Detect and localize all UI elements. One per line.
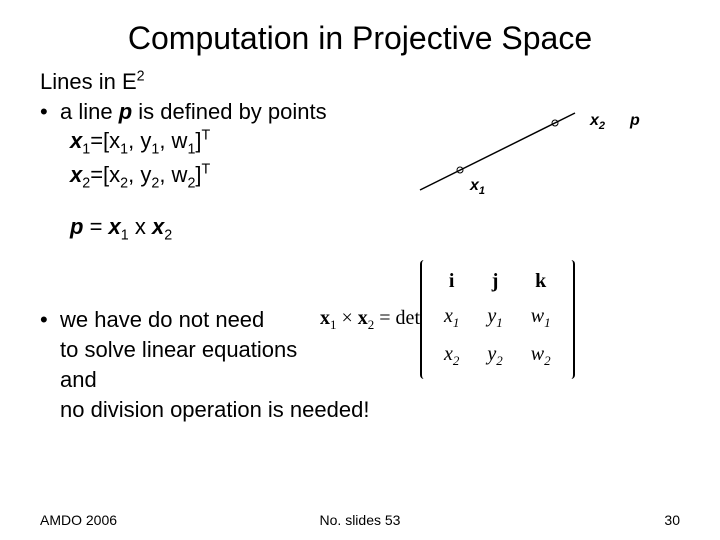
line-heading: Lines in E2 [40,67,690,97]
text: is defined by points [132,99,326,124]
matrix-table: i j k x1 y1 w1 x2 y2 w2 [430,264,565,375]
var-x: x [109,214,121,239]
determinant-formula: x1 × x2 = det i j k x1 y1 w1 x2 y2 w2 [320,260,575,379]
footer-center: No. slides 53 [253,512,466,528]
bullet-marker: • [40,305,60,424]
matrix-bracket: i j k x1 y1 w1 x2 y2 w2 [420,260,575,379]
label-p: p [629,112,640,129]
matrix-cell: x2 [430,337,473,375]
text: =[x [90,128,120,153]
var-x: x [70,128,82,153]
matrix-cell: x1 [430,299,473,337]
slide-footer: AMDO 2006 No. slides 53 30 [0,512,720,528]
sub: 2 [82,175,90,191]
var-x: x [70,162,82,187]
matrix-cell: w1 [517,299,565,337]
sub: 1 [82,142,90,158]
text: , y [128,162,151,187]
label-x2: x2 [589,112,605,132]
footer-left: AMDO 2006 [40,512,253,528]
sub: 2 [120,175,128,191]
var-p: p [119,99,132,124]
lhs: x1 × x2 = det [320,307,420,333]
text: , w [159,162,187,187]
text: , y [128,128,151,153]
sub: 2 [164,227,172,243]
matrix-cell: y2 [473,337,516,375]
text: a line [60,99,119,124]
text: , w [159,128,187,153]
footer-page-number: 30 [467,512,680,528]
text: = [83,214,108,239]
bullet-marker: • [40,97,60,127]
matrix-header: i [430,264,473,299]
superscript: 2 [137,69,145,85]
var-p: p [70,214,83,239]
slide-title: Computation in Projective Space [0,0,720,67]
bullet-text: a line p is defined by points [60,97,327,127]
label-x1: x1 [469,177,485,197]
text: x [129,214,152,239]
cross-product-eq: p = x1 x x2 [40,212,690,246]
matrix-header: j [473,264,516,299]
text: =[x [90,162,120,187]
sub: 1 [121,227,129,243]
line-diagram: x1 x2 p [400,105,680,215]
matrix-cell: y1 [473,299,516,337]
sup: T [202,128,211,144]
sup: T [202,162,211,178]
matrix-cell: w2 [517,337,565,375]
text: Lines in E [40,69,137,94]
var-x: x [152,214,164,239]
diagram-line [420,113,575,190]
sub: 1 [120,142,128,158]
matrix-header: k [517,264,565,299]
text-line: no division operation is needed! [60,395,369,425]
